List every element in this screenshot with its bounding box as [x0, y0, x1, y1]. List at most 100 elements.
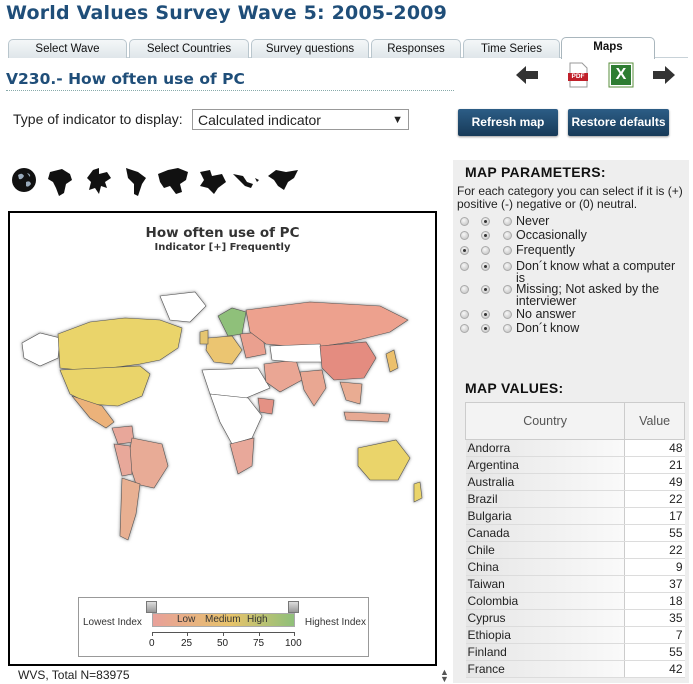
radio-neutral[interactable]	[481, 217, 490, 226]
country-cell: France	[465, 660, 625, 678]
table-row[interactable]: Brazil 22	[465, 490, 685, 508]
world-map[interactable]	[10, 288, 435, 588]
legend-gradient	[152, 613, 295, 627]
radio-negative[interactable]	[503, 246, 512, 255]
north-america-icon[interactable]	[266, 166, 300, 203]
country-cell: China	[465, 558, 625, 576]
pdf-icon[interactable]: PDF	[566, 62, 594, 88]
tab-survey-questions[interactable]: Survey questions	[251, 39, 369, 58]
radio-negative[interactable]	[460, 310, 469, 319]
radio-negative[interactable]	[460, 217, 469, 226]
map-region-australia	[357, 439, 411, 481]
scroll-arrows-icon[interactable]: ▲ ▼	[440, 667, 449, 684]
radio-positive[interactable]	[503, 217, 512, 226]
table-row[interactable]: Ethiopia 7	[465, 626, 685, 644]
indicator-select[interactable]: Calculated indicator ▼	[192, 109, 409, 130]
table-row[interactable]: Finland 55	[465, 643, 685, 661]
map-region-india	[299, 369, 327, 407]
refresh-map-button[interactable]: Refresh map	[458, 109, 558, 136]
value-cell: 55	[624, 643, 685, 661]
arrow-right-icon[interactable]	[651, 64, 679, 88]
value-cell: 7	[624, 626, 685, 644]
map-region-russia	[245, 301, 409, 349]
radio-neutral[interactable]	[481, 310, 490, 319]
map-region-usa	[59, 365, 151, 407]
radio-neutral[interactable]	[481, 262, 490, 271]
map-region-japan	[385, 349, 399, 373]
map-region-north-africa	[201, 367, 271, 399]
value-cell: 9	[624, 558, 685, 576]
radio-positive[interactable]	[503, 285, 512, 294]
arrow-left-icon[interactable]	[514, 64, 542, 88]
map-region-scandinavia	[217, 307, 247, 337]
country-cell: Colombia	[465, 592, 625, 610]
restore-defaults-button[interactable]: Restore defaults	[568, 109, 669, 136]
map-region-western-europe	[205, 335, 243, 365]
radio-positive[interactable]	[460, 246, 469, 255]
tab-select-countries[interactable]: Select Countries	[129, 39, 249, 58]
radio-negative[interactable]	[460, 262, 469, 271]
map-region-greenland	[159, 291, 207, 323]
country-cell: Brazil	[465, 490, 625, 508]
map-region-argentina	[119, 477, 141, 541]
legend-tick: 75	[253, 638, 265, 649]
radio-neutral[interactable]	[481, 231, 490, 240]
excel-icon[interactable]: X	[608, 62, 636, 88]
table-row[interactable]: France 42	[465, 660, 685, 678]
map-parameters-description: For each category you can select if it i…	[457, 184, 683, 211]
value-cell: 18	[624, 592, 685, 610]
value-cell: 21	[624, 456, 685, 474]
asia-icon[interactable]	[156, 166, 190, 203]
table-row[interactable]: China 9	[465, 558, 685, 576]
table-row[interactable]: Chile 22	[465, 541, 685, 559]
country-cell: Andorra	[465, 439, 625, 457]
column-header-country[interactable]: Country	[464, 402, 626, 440]
table-row[interactable]: Taiwan 37	[465, 575, 685, 593]
legend-max-handle[interactable]	[288, 601, 299, 613]
value-cell: 22	[624, 490, 685, 508]
latin-america-icon[interactable]	[122, 166, 150, 203]
tab-time-series[interactable]: Time Series	[463, 39, 560, 58]
legend-low-label: Low	[177, 614, 196, 625]
country-cell: Australia	[465, 473, 625, 491]
tab-select-wave[interactable]: Select Wave	[8, 39, 127, 58]
europe-icon[interactable]	[85, 166, 115, 203]
map-region-canada	[57, 317, 183, 371]
radio-negative[interactable]	[460, 324, 469, 333]
country-cell: Bulgaria	[465, 507, 625, 525]
map-parameters-heading: MAP PARAMETERS:	[465, 164, 606, 180]
table-row[interactable]: Argentina 21	[465, 456, 685, 474]
legend-min-handle[interactable]	[146, 601, 157, 613]
radio-positive[interactable]	[503, 231, 512, 240]
globe-icon[interactable]	[10, 166, 38, 199]
radio-positive[interactable]	[503, 310, 512, 319]
radio-positive[interactable]	[503, 262, 512, 271]
africa-icon[interactable]	[44, 166, 76, 203]
radio-neutral[interactable]	[481, 285, 490, 294]
param-label: Don´t know	[516, 321, 580, 335]
excel-label: X	[615, 66, 627, 83]
tab-maps[interactable]: Maps	[561, 37, 655, 59]
table-row[interactable]: Canada 55	[465, 524, 685, 542]
table-row[interactable]: Cyprus 35	[465, 609, 685, 627]
pdf-label: PDF	[571, 73, 585, 80]
radio-negative[interactable]	[460, 285, 469, 294]
value-cell: 42	[624, 660, 685, 678]
table-row[interactable]: Colombia 18	[465, 592, 685, 610]
radio-neutral[interactable]	[481, 324, 490, 333]
table-row[interactable]: Andorra 48	[465, 439, 685, 457]
country-cell: Cyprus	[465, 609, 625, 627]
param-label: Missing; Not asked by the interviewer	[516, 282, 660, 308]
column-header-value[interactable]: Value	[624, 402, 685, 440]
legend-highest-label: Highest Index	[304, 617, 366, 628]
radio-negative[interactable]	[460, 231, 469, 240]
radio-positive[interactable]	[503, 324, 512, 333]
central-america-icon[interactable]	[231, 166, 263, 203]
middle-east-icon[interactable]	[196, 166, 228, 203]
radio-neutral[interactable]	[481, 246, 490, 255]
table-row[interactable]: Bulgaria 17	[465, 507, 685, 525]
tab-responses[interactable]: Responses	[371, 39, 461, 58]
map-region-se-asia	[339, 381, 363, 405]
country-cell: Chile	[465, 541, 625, 559]
table-row[interactable]: Australia 49	[465, 473, 685, 491]
